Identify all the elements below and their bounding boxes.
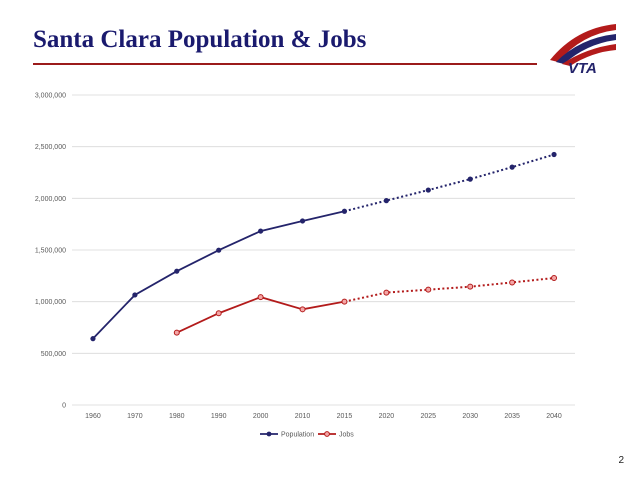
data-point — [90, 336, 96, 342]
slide-title: Santa Clara Population & Jobs — [33, 26, 367, 53]
data-point — [258, 228, 264, 234]
x-tick-label: 2035 — [504, 413, 520, 420]
y-tick-label: 500,000 — [41, 351, 66, 358]
y-tick-label: 0 — [62, 403, 66, 410]
vta-logo-icon: VTA — [550, 24, 616, 76]
data-point — [174, 268, 180, 274]
x-tick-label: 1970 — [127, 413, 143, 420]
series-line-actual — [176, 296, 345, 334]
data-point — [551, 151, 557, 158]
x-tick-label: 2015 — [337, 413, 353, 420]
y-tick-label: 3,000,000 — [35, 93, 66, 100]
data-point — [551, 275, 558, 282]
y-tick-label: 2,000,000 — [35, 196, 66, 203]
x-tick-label: 2000 — [253, 413, 269, 420]
x-tick-label: 1980 — [169, 413, 185, 420]
series-line-projected — [344, 277, 555, 303]
x-axis-ticks: 1960 1970 1980 1990 2000 2010 2015 2020 2025 2030… — [85, 413, 562, 420]
data-point — [425, 286, 432, 293]
data-point — [299, 306, 306, 313]
data-point — [216, 247, 222, 253]
series-line-projected — [344, 153, 555, 213]
data-point — [132, 292, 138, 298]
data-point — [257, 294, 264, 301]
data-point — [467, 176, 473, 182]
x-tick-label: 2010 — [295, 413, 311, 420]
y-tick-label: 1,500,000 — [35, 248, 66, 255]
data-point — [509, 279, 516, 286]
data-point — [215, 310, 222, 317]
legend-label: Population — [281, 432, 314, 439]
page-number: 2 — [618, 455, 624, 466]
legend-marker — [266, 431, 272, 437]
data-point — [509, 164, 515, 170]
y-tick-label: 1,000,000 — [35, 299, 66, 306]
y-axis-ticks: 0 500,000 1,000,000 1,500,000 2,000,000 2,500… — [35, 93, 66, 410]
x-tick-label: 2040 — [546, 413, 562, 420]
data-point — [383, 289, 390, 296]
data-point — [383, 198, 389, 204]
series-population — [90, 151, 557, 342]
x-tick-label: 2020 — [379, 413, 395, 420]
logo-text: VTA — [568, 60, 597, 76]
x-tick-label: 1960 — [85, 413, 101, 420]
data-point — [299, 218, 306, 224]
x-tick-label: 1990 — [211, 413, 227, 420]
legend-label: Jobs — [339, 432, 354, 439]
y-tick-label: 2,500,000 — [35, 144, 66, 151]
chart-series — [90, 151, 558, 342]
data-point — [341, 208, 348, 214]
data-point — [173, 329, 180, 336]
data-point — [341, 298, 348, 305]
x-tick-label: 2025 — [421, 413, 437, 420]
legend-marker — [324, 431, 330, 437]
series-line-actual — [92, 210, 345, 340]
data-point — [425, 187, 431, 193]
series-jobs — [173, 275, 558, 336]
chart-legend: Population Jobs — [260, 431, 354, 439]
chart-gridlines — [72, 94, 575, 406]
data-point — [467, 283, 474, 290]
title-rule — [33, 63, 537, 65]
x-tick-label: 2030 — [462, 413, 478, 420]
